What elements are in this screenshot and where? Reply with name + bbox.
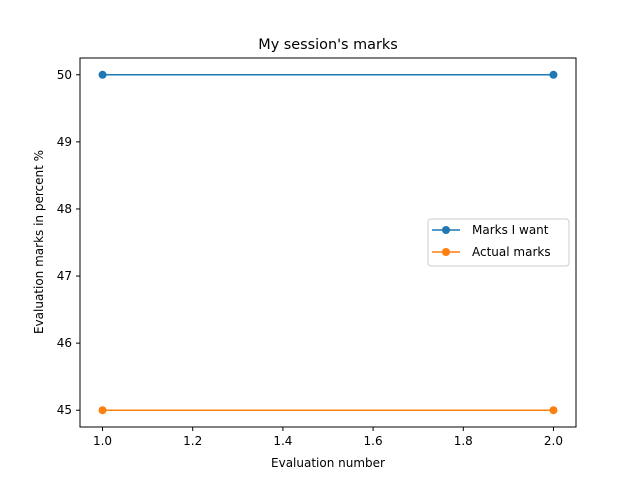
- axis-ticks: 1.0 1.2 1.4 1.6 1.8 2.0 45 46 47 48 49 50: [57, 68, 563, 448]
- y-tick-label: 49: [57, 135, 72, 149]
- x-tick-label: 1.8: [454, 434, 473, 448]
- y-tick-label: 48: [57, 202, 72, 216]
- legend-label-1: Marks I want: [472, 223, 549, 237]
- legend: Marks I want Actual marks: [427, 218, 570, 267]
- series-1-point: [98, 70, 107, 79]
- y-tick-label: 47: [57, 269, 72, 283]
- y-tick-label: 45: [57, 403, 72, 417]
- series-2-point: [98, 406, 107, 415]
- chart-title: My session's marks: [258, 37, 397, 53]
- series-2-point: [549, 406, 558, 415]
- y-axis-label: Evaluation marks in percent %: [32, 150, 46, 334]
- x-tick-label: 2.0: [544, 434, 563, 448]
- x-tick-label: 1.2: [183, 434, 202, 448]
- x-tick-label: 1.0: [93, 434, 112, 448]
- series-1-point: [549, 70, 558, 79]
- legend-box: [427, 218, 570, 267]
- x-axis-label: Evaluation number: [271, 456, 385, 470]
- legend-label-2: Actual marks: [472, 245, 551, 259]
- plot-frame: [79, 57, 577, 428]
- legend-marker-2: [442, 248, 450, 256]
- x-tick-label: 1.4: [273, 434, 292, 448]
- y-tick-label: 50: [57, 68, 72, 82]
- series-layer: [98, 70, 558, 415]
- legend-marker-1: [442, 226, 450, 234]
- x-tick-label: 1.6: [364, 434, 383, 448]
- y-tick-label: 46: [57, 336, 72, 350]
